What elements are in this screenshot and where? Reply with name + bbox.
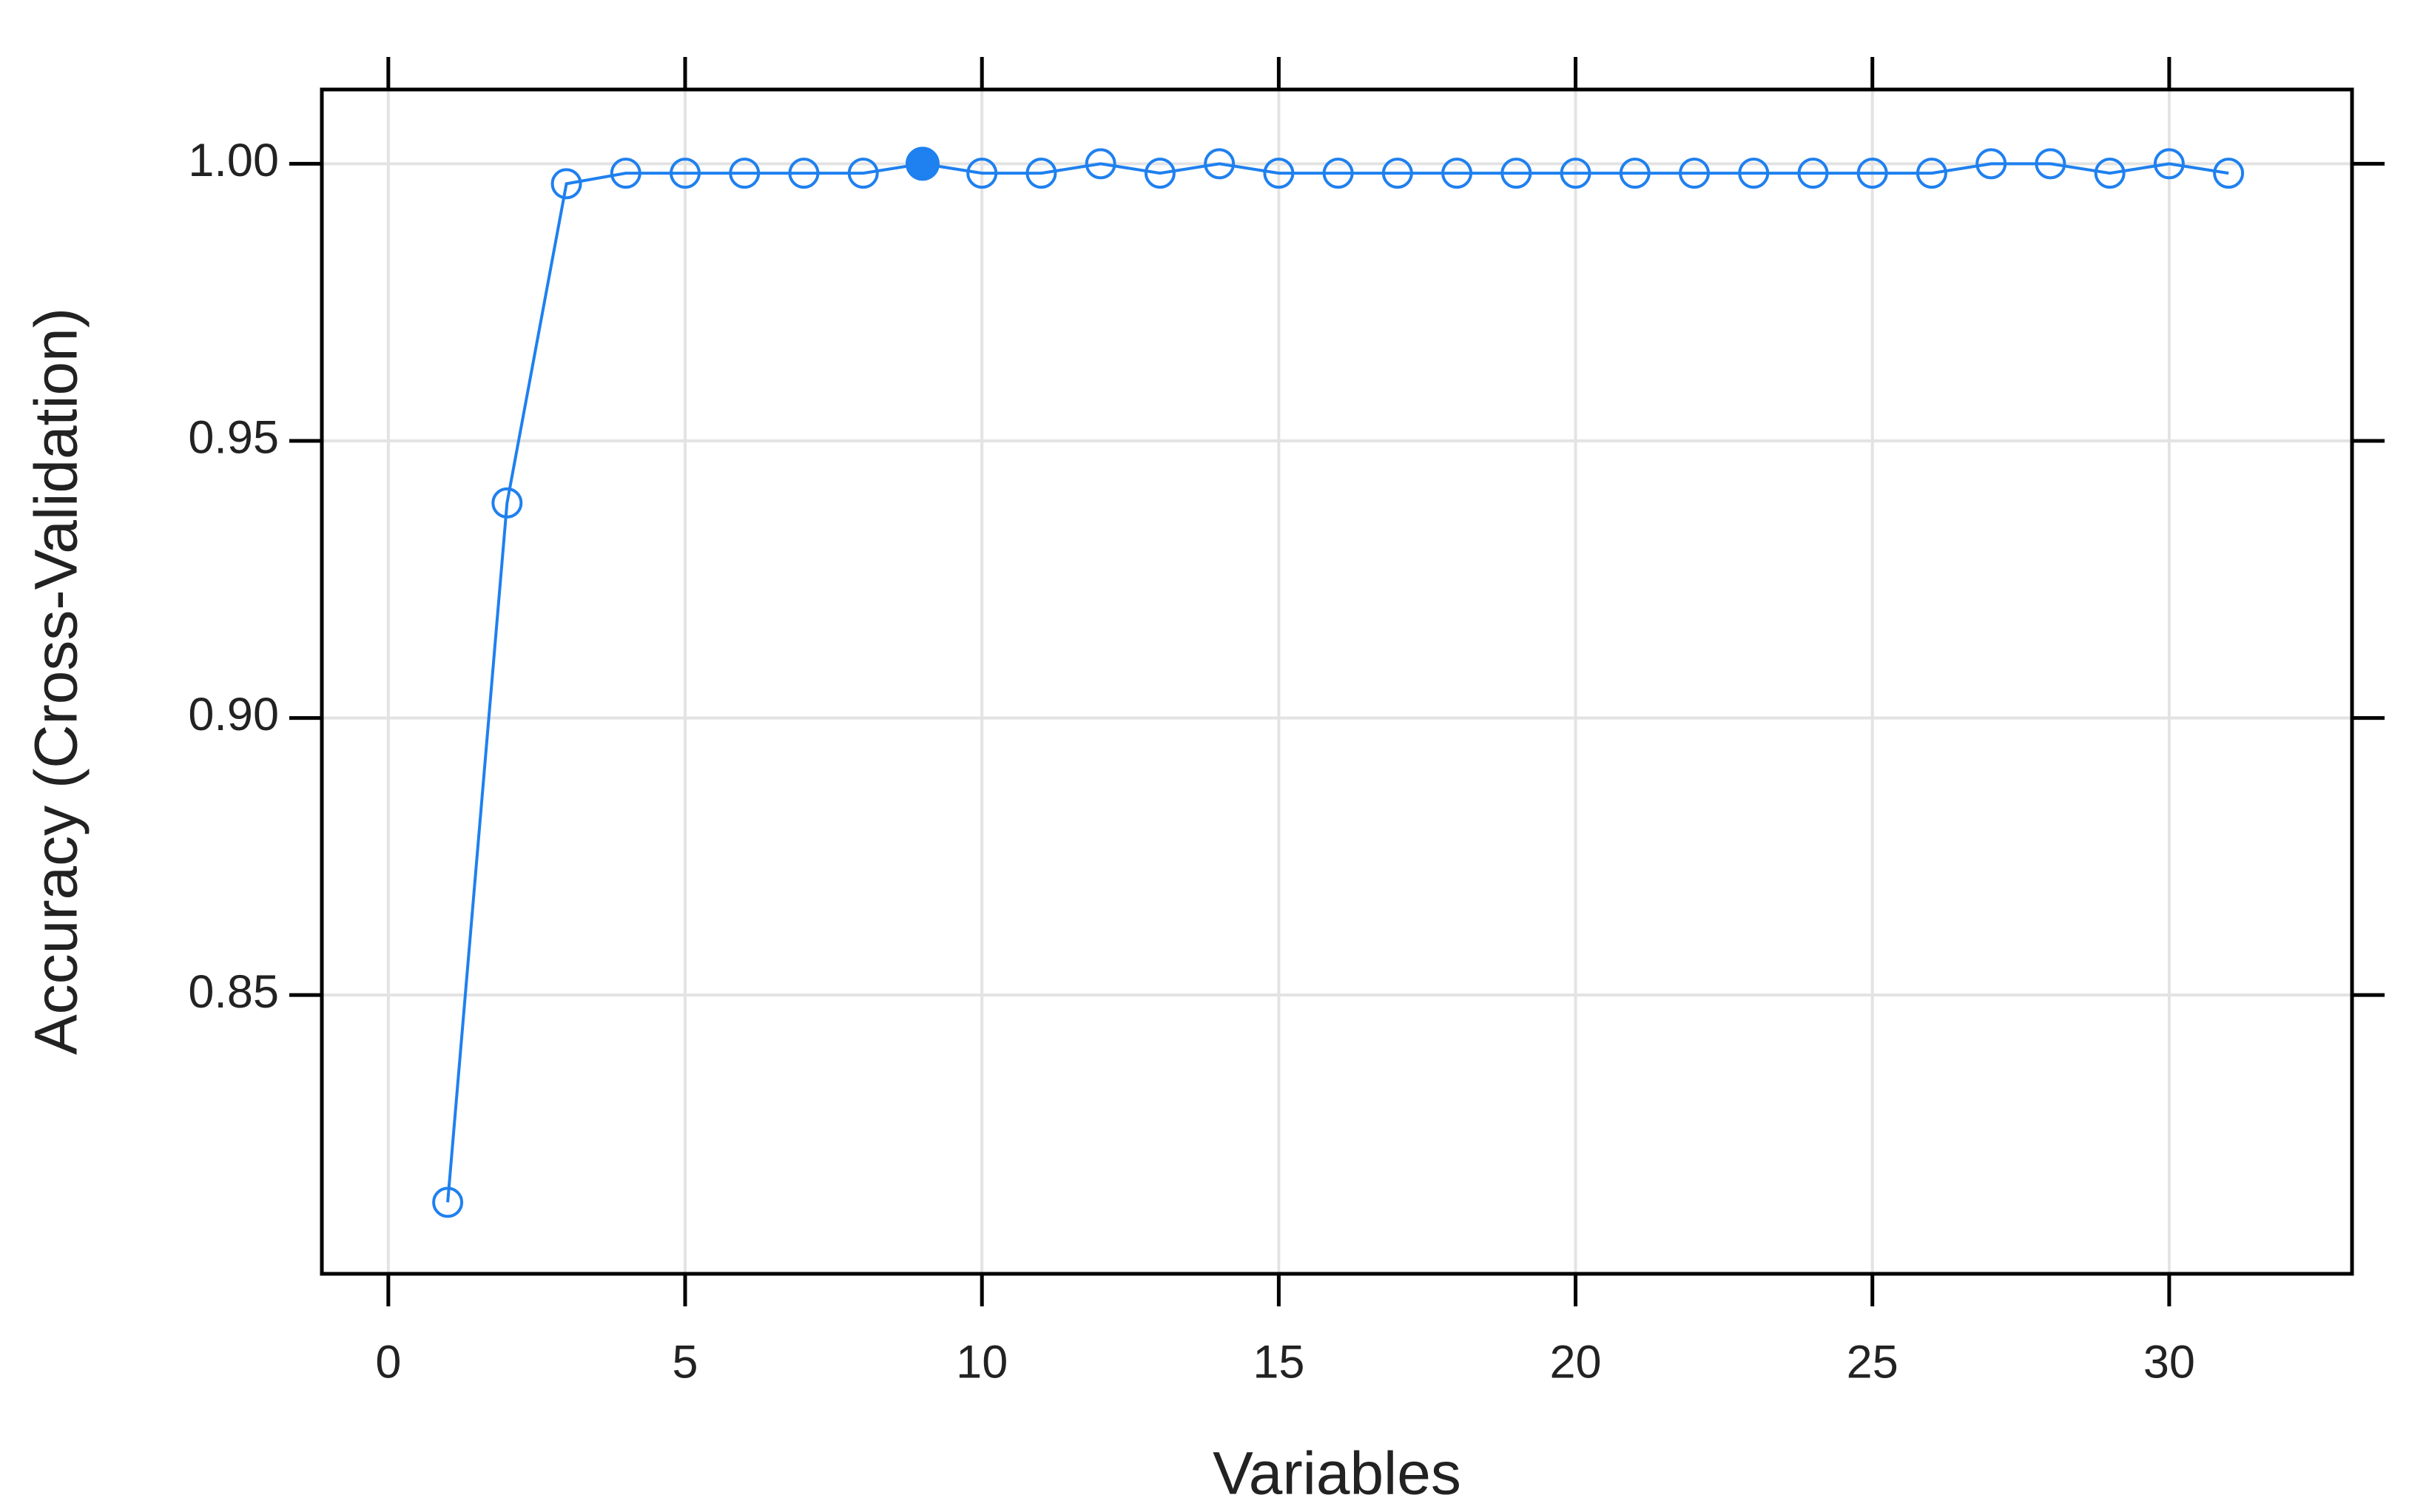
point (2035, 148, 2066, 180)
point (1144, 158, 1176, 189)
point (1797, 158, 1829, 189)
point (729, 158, 761, 189)
x-tick-label: 20 (1550, 1337, 1602, 1388)
x-tick-label: 25 (1847, 1337, 1898, 1388)
point (1085, 148, 1116, 180)
point (847, 158, 879, 189)
point (1975, 148, 2007, 180)
point (2153, 148, 2185, 180)
y-axis-title: Accuracy (Cross-Validation) (23, 308, 90, 1055)
point (1263, 158, 1295, 189)
point (1916, 158, 1947, 189)
point (2213, 158, 2245, 189)
x-tick-label: 30 (2143, 1337, 2195, 1388)
y-tick-label: 1.00 (188, 135, 279, 186)
point (1322, 158, 1354, 189)
point (491, 487, 523, 519)
point (1381, 158, 1413, 189)
point (966, 158, 998, 189)
point (1500, 158, 1532, 189)
point (432, 1187, 464, 1218)
x-tick-label: 10 (956, 1337, 1008, 1388)
point (2094, 158, 2126, 189)
point (1560, 158, 1591, 189)
y-tick-label: 0.90 (188, 689, 279, 740)
series-line (446, 162, 2229, 1203)
y-tick-label: 0.95 (188, 412, 279, 464)
point (1025, 158, 1057, 189)
point (1856, 158, 1888, 189)
x-tick-label: 0 (375, 1337, 401, 1388)
point (550, 168, 582, 200)
x-axis-title: Variables (1213, 1440, 1461, 1508)
x-tick-label: 15 (1253, 1337, 1304, 1388)
x-tick-label: 5 (673, 1337, 698, 1388)
point (610, 158, 641, 189)
plot-frame (320, 87, 2354, 1276)
point (1679, 158, 1711, 189)
point (1738, 158, 1770, 189)
y-tick-label: 0.85 (188, 966, 279, 1018)
point (1619, 158, 1651, 189)
point (1441, 158, 1473, 189)
point (1204, 148, 1236, 180)
selected-point (905, 146, 940, 181)
point (788, 158, 820, 189)
point (670, 158, 701, 189)
